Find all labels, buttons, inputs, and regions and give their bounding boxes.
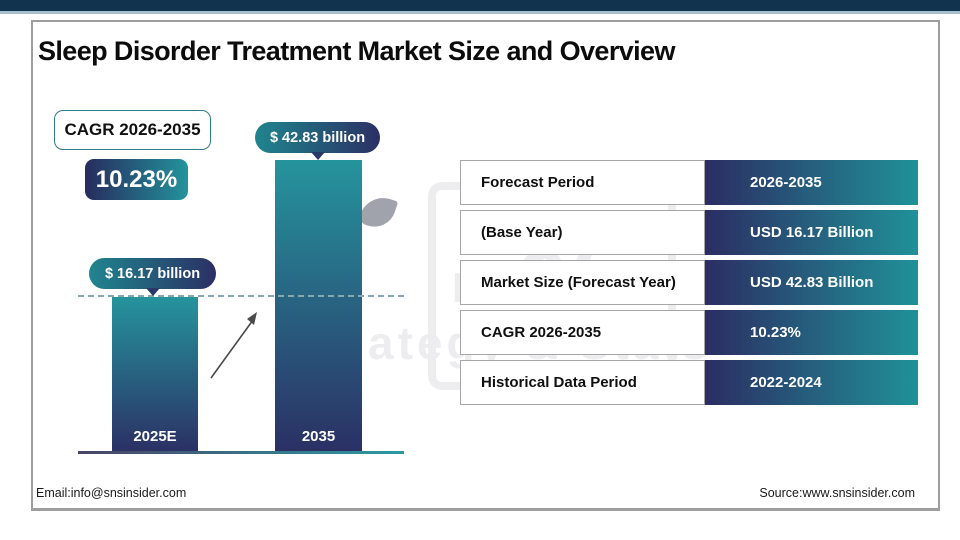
bar-value-label-2035: $ 42.83 billion — [269, 129, 366, 146]
fact-value-base-year: USD 16.17 Billion — [705, 210, 918, 255]
table-row: CAGR 2026-2035 10.23% — [460, 310, 918, 355]
callout-pointer-icon — [310, 152, 325, 160]
bar-2035: 2035 — [275, 160, 362, 452]
facts-table: Forecast Period 2026-2035 (Base Year) US… — [460, 160, 918, 405]
fact-label-forecast-period: Forecast Period — [460, 160, 705, 205]
contact-email-text: Email:info@snsinsider.com — [36, 486, 187, 500]
source-text: Source:www.snsinsider.com — [759, 486, 915, 500]
top-accent-line — [0, 11, 960, 14]
bar-value-callout-2025: $ 16.17 billion — [89, 258, 216, 296]
bar-category-2025e: 2025E — [133, 428, 177, 445]
fact-value-cagr: 10.23% — [705, 310, 918, 355]
table-row: (Base Year) USD 16.17 Billion — [460, 210, 918, 255]
growth-arrow-icon — [210, 312, 257, 379]
bar-2025e: 2025E — [112, 297, 198, 452]
x-axis-line — [78, 451, 404, 454]
bar-value-label-2025: $ 16.17 billion — [104, 265, 201, 282]
cagr-label-box: CAGR 2026-2035 — [54, 110, 211, 150]
callout-pointer-icon — [145, 288, 160, 296]
bar-category-2035: 2035 — [301, 428, 336, 445]
cagr-value-badge: 10.23% — [85, 159, 188, 200]
fact-value-historical-period: 2022-2024 — [705, 360, 918, 405]
top-navy-bar — [0, 0, 960, 11]
bar-value-callout-2035: $ 42.83 billion — [255, 122, 380, 160]
fact-label-base-year: (Base Year) — [460, 210, 705, 255]
reference-dashed-line — [78, 295, 404, 297]
fact-value-market-size: USD 42.83 Billion — [705, 260, 918, 305]
fact-label-cagr: CAGR 2026-2035 — [460, 310, 705, 355]
table-row: Historical Data Period 2022-2024 — [460, 360, 918, 405]
table-row: Market Size (Forecast Year) USD 42.83 Bi… — [460, 260, 918, 305]
content-frame — [31, 20, 940, 511]
fact-label-historical-period: Historical Data Period — [460, 360, 705, 405]
page-title: Sleep Disorder Treatment Market Size and… — [38, 36, 675, 66]
fact-value-forecast-period: 2026-2035 — [705, 160, 918, 205]
table-row: Forecast Period 2026-2035 — [460, 160, 918, 205]
fact-label-market-size: Market Size (Forecast Year) — [460, 260, 705, 305]
